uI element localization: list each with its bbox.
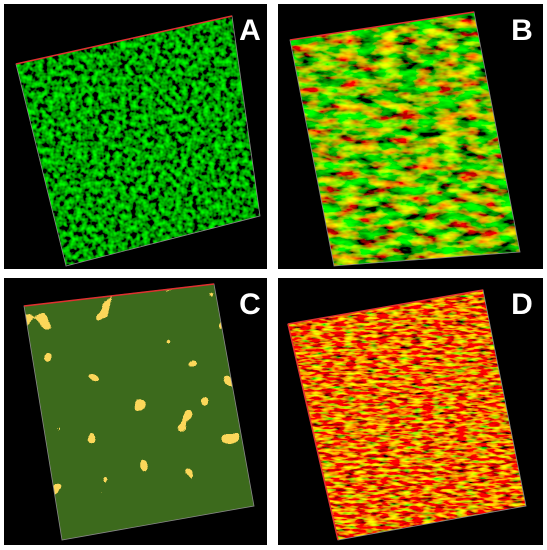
panel-label: B [511,14,533,47]
panel-a: A [4,4,267,269]
panel-label: C [239,288,261,321]
panel-label: D [511,288,533,321]
panel-label: A [239,14,261,47]
panel-b: B [278,4,543,269]
panel-c: C [4,278,267,545]
panel-d: D [278,278,543,545]
